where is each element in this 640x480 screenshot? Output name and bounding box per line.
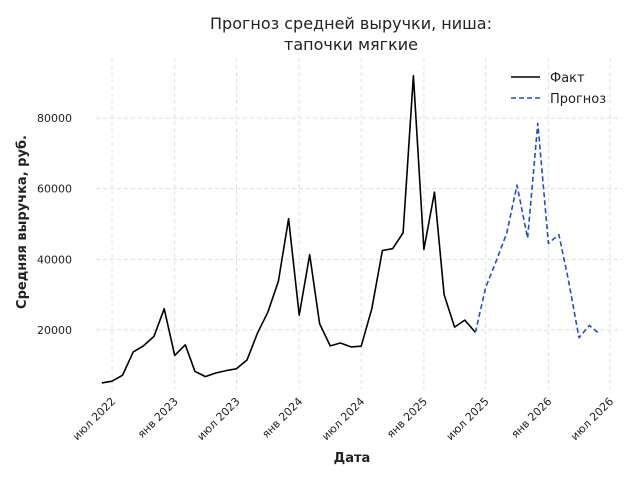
x-tick-label: июл 2023 <box>195 395 243 443</box>
y-tick-label: 40000 <box>37 253 72 266</box>
x-axis-ticks: июл 2022 янв 2023 июл 2023 янв 2024 июл 2024… <box>70 395 616 443</box>
chart-title-line-1: Прогноз средней выручки, ниша: <box>210 14 492 33</box>
series-line-forecast <box>474 122 601 339</box>
y-tick-label: 80000 <box>37 112 72 125</box>
x-axis-title: Дата <box>334 451 371 466</box>
y-tick-label: 20000 <box>37 324 72 337</box>
x-tick-label: янв 2025 <box>384 395 430 441</box>
legend-label-fact: Факт <box>550 71 585 86</box>
x-tick-label: янв 2026 <box>509 395 555 441</box>
y-tick-label: 60000 <box>37 183 72 196</box>
x-tick-label: июл 2025 <box>444 395 492 443</box>
x-tick-label: янв 2023 <box>135 395 181 441</box>
chart-title-line-2: тапочки мягкие <box>284 35 418 54</box>
legend: Факт Прогноз <box>511 71 606 107</box>
grid <box>96 58 622 390</box>
x-tick-label: янв 2024 <box>259 395 305 441</box>
x-tick-label: июл 2022 <box>70 395 118 443</box>
y-axis-title: Средняя выручка, руб. <box>15 135 30 309</box>
x-tick-label: июл 2024 <box>319 395 367 443</box>
x-tick-label: июл 2026 <box>568 395 616 443</box>
series-layer <box>101 74 601 384</box>
legend-label-forecast: Прогноз <box>550 92 606 107</box>
series-line-fact <box>101 74 477 384</box>
y-axis-ticks: 20000 40000 60000 80000 <box>37 112 72 337</box>
